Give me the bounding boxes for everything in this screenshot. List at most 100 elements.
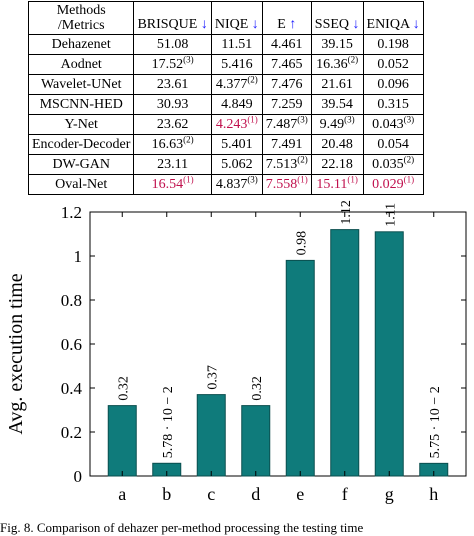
table-row: DW-GAN 23.11 5.062 7.513(2) 22.18 0.035(2) [27, 154, 424, 175]
metric-cell: 21.61 [310, 74, 364, 95]
data-label: 0.32 [250, 376, 265, 401]
bar-f [330, 229, 360, 477]
metric-cell: 16.54(1) [133, 174, 212, 195]
column-name: BRISQUE [137, 17, 198, 32]
plot-frame [89, 211, 467, 477]
metric-cell: 7.259 [261, 94, 312, 115]
metrics-table: Methods/Metrics BRISQUE ↓ NIQE ↓ E ↑ SSEQ ↓… [27, 1, 424, 195]
y-tick-label: 1 [74, 247, 83, 266]
method-name: Encoder-Decoder [27, 134, 135, 155]
metric-cell: 51.08 [133, 34, 212, 55]
metric-value: 16.54 [151, 177, 184, 192]
metric-cell: 17.52(3) [133, 54, 212, 75]
table-row: Oval-Net 16.54(1) 4.837(3) 7.558(1) 15.11(1)… [27, 174, 424, 195]
metric-value: 5.401 [221, 137, 253, 152]
header-metrics: /Metrics [57, 18, 105, 33]
metric-cell: 16.63(2) [133, 134, 212, 155]
bar-a [107, 405, 137, 477]
header-methods: Methods [56, 3, 106, 18]
rank-superscript: (3) [247, 174, 258, 185]
rank-superscript: (3) [344, 114, 355, 125]
metric-value: 7.476 [271, 77, 303, 92]
metric-value: 5.062 [221, 157, 253, 172]
arrow-down-icon: ↓ [352, 17, 360, 32]
metric-cell: 11.51 [210, 34, 263, 55]
data-label: 1.12 [339, 200, 354, 225]
metric-cell: 0.198 [362, 34, 424, 55]
metric-value: 17.52 [151, 57, 184, 72]
metric-cell: 0.043(3) [362, 114, 424, 135]
metric-value: 4.849 [221, 97, 253, 112]
metric-cell: 7.513(2) [261, 154, 312, 175]
metric-value: 39.54 [321, 97, 353, 112]
metric-cell: 15.11(1) [310, 174, 364, 195]
rank-superscript: (1) [183, 174, 194, 185]
table-header-row: Methods/Metrics BRISQUE ↓ NIQE ↓ E ↑ SSEQ ↓… [27, 1, 424, 35]
metric-value: 7.491 [271, 137, 303, 152]
metric-value: 4.837 [215, 177, 248, 192]
rank-superscript: (3) [403, 114, 415, 125]
metric-value: 5.416 [221, 57, 253, 72]
data-label: 5.78 · 10 − 2 [161, 386, 176, 458]
column-header-niqe: NIQE ↓ [210, 1, 263, 35]
metric-cell: 16.36(2) [310, 54, 364, 75]
metric-value: 0.198 [377, 37, 409, 52]
column-name: SSEQ [314, 17, 350, 32]
metric-cell: 5.062 [210, 154, 263, 175]
metric-value: 7.259 [271, 97, 303, 112]
bar-g [374, 231, 404, 477]
data-label: 0.32 [116, 376, 131, 401]
bar-c [196, 394, 226, 477]
metric-cell: 7.558(1) [261, 174, 312, 195]
metric-value: 7.487 [265, 117, 298, 132]
metric-value: 15.11 [316, 177, 348, 192]
metric-cell: 30.93 [133, 94, 212, 115]
data-label: 5.75 · 10 − 2 [428, 386, 443, 458]
metric-cell: 22.18 [310, 154, 364, 175]
rank-superscript: (2) [183, 134, 194, 145]
metric-cell: 0.035(2) [362, 154, 424, 175]
rank-superscript: (2) [347, 54, 359, 65]
x-tick-label: e [296, 484, 304, 504]
metric-cell: 7.487(3) [261, 114, 312, 135]
execution-time-chart: 0 0.2 0.4 0.6 0.8 1 1.2 Avg. execution time a 0.3… [5, 200, 467, 504]
metric-cell: 39.54 [310, 94, 364, 115]
column-header-eniqa: ENIQA ↓ [362, 1, 424, 35]
y-tick-label: 0.4 [61, 379, 83, 398]
method-name: DW-GAN [27, 154, 135, 175]
table-header: Methods/Metrics BRISQUE ↓ NIQE ↓ E ↑ SSEQ ↓… [27, 1, 424, 35]
y-tick-label: 1.2 [61, 203, 82, 222]
metric-cell: 23.11 [133, 154, 212, 175]
method-name: Dehazenet [27, 34, 135, 55]
data-label: 1.11 [383, 203, 398, 227]
metric-value: 30.93 [156, 97, 189, 112]
y-tick-label: 0.6 [61, 335, 82, 354]
metric-cell: 23.62 [133, 114, 212, 135]
x-tick-label: b [162, 484, 171, 504]
metric-value: 39.15 [321, 37, 353, 52]
rank-superscript: (2) [297, 154, 308, 165]
rank-superscript: (2) [403, 154, 415, 165]
metric-cell: 39.15 [310, 34, 364, 55]
column-header-e: E ↑ [261, 1, 312, 35]
table-row: Aodnet 17.52(3) 5.416 7.465 16.36(2) 0.052 [27, 54, 424, 75]
data-label: 0.37 [205, 365, 220, 390]
table-row: Wavelet-UNet 23.61 4.377(2) 7.476 21.61 0.096 [27, 74, 424, 95]
arrow-down-icon: ↓ [251, 17, 259, 32]
table-body: Dehazenet 51.08 11.51 4.461 39.15 0.198 Aodnet… [27, 34, 424, 195]
metric-value: 0.043 [372, 117, 404, 132]
metric-cell: 7.465 [261, 54, 312, 75]
metric-cell: 4.849 [210, 94, 263, 115]
rank-superscript: (1) [403, 174, 415, 185]
metric-value: 20.48 [321, 137, 353, 152]
metric-value: 0.096 [377, 77, 409, 92]
rank-superscript: (1) [347, 174, 358, 185]
y-tick-label: 0 [74, 467, 83, 486]
metric-value: 23.62 [156, 117, 189, 132]
metric-cell: 4.243(1) [210, 114, 263, 135]
metric-cell: 0.054 [362, 134, 424, 155]
x-tick-label: a [118, 484, 126, 504]
data-label: 0.98 [294, 231, 309, 256]
rank-superscript: (3) [183, 54, 194, 65]
metric-value: 51.08 [156, 37, 189, 52]
